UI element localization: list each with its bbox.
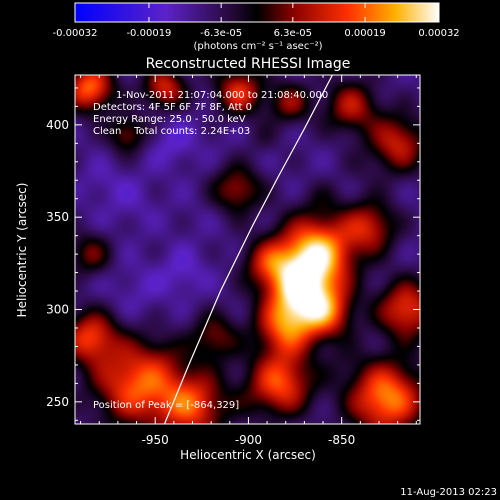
annotation-time-range: 1-Nov-2011 21:07:04.000 to 21:08:40.000 bbox=[116, 90, 328, 101]
x-axis-label: Heliocentric X (arcsec) bbox=[180, 448, 316, 462]
plot-frame bbox=[74, 74, 421, 425]
colorbar-tick-label: -0.00032 bbox=[53, 28, 98, 39]
colorbar-tick-label: 6.3e-05 bbox=[274, 28, 312, 39]
annotation-clean-counts: Clean Total counts: 2.24E+03 bbox=[93, 126, 250, 137]
colorbar-tick-label: 0.00032 bbox=[418, 28, 459, 39]
colorbar-ticks: -0.00032 -0.00019 -6.3e-05 6.3e-05 0.00019 0.… bbox=[53, 3, 460, 39]
heatmap-image bbox=[75, 75, 420, 424]
plot-area: -950 -900 -850 250 300 350 400 1-Nov-2011 21:0… bbox=[46, 74, 421, 447]
x-tick-label: -850 bbox=[328, 433, 355, 447]
axis-ticks: -950 -900 -850 250 300 350 400 bbox=[46, 75, 420, 447]
chart-title: Reconstructed RHESSI Image bbox=[146, 56, 351, 72]
colorbar-tick-label: 0.00019 bbox=[344, 28, 385, 39]
colorbar-gradient bbox=[74, 2, 440, 23]
y-tick-label: 250 bbox=[46, 395, 69, 409]
annotation-detectors: Detectors: 4F 5F 6F 7F 8F, Att 0 bbox=[93, 102, 252, 113]
y-tick-label: 400 bbox=[46, 118, 69, 132]
annotation-block: 1-Nov-2011 21:07:04.000 to 21:08:40.000 … bbox=[93, 90, 328, 137]
y-tick-label: 300 bbox=[46, 303, 69, 317]
solar-limb-line bbox=[163, 75, 333, 424]
colorbar: -0.00032 -0.00019 -6.3e-05 6.3e-05 0.00019 0.… bbox=[53, 2, 460, 52]
y-axis-label: Heliocentric Y (arcsec) bbox=[15, 183, 29, 318]
peak-position-label: Position of Peak = [-864,329] bbox=[93, 400, 239, 411]
colorbar-units-label: (photons cm⁻² s⁻¹ asec⁻²) bbox=[193, 41, 322, 52]
x-tick-label: -900 bbox=[235, 433, 262, 447]
colorbar-tick-label: -0.00019 bbox=[126, 28, 171, 39]
y-tick-label: 350 bbox=[46, 210, 69, 224]
annotation-energy-range: Energy Range: 25.0 - 50.0 keV bbox=[93, 114, 246, 125]
x-tick-label: -950 bbox=[142, 433, 169, 447]
colorbar-tick-label: -6.3e-05 bbox=[200, 28, 242, 39]
footer-timestamp: 11-Aug-2013 02:23 bbox=[400, 487, 497, 498]
